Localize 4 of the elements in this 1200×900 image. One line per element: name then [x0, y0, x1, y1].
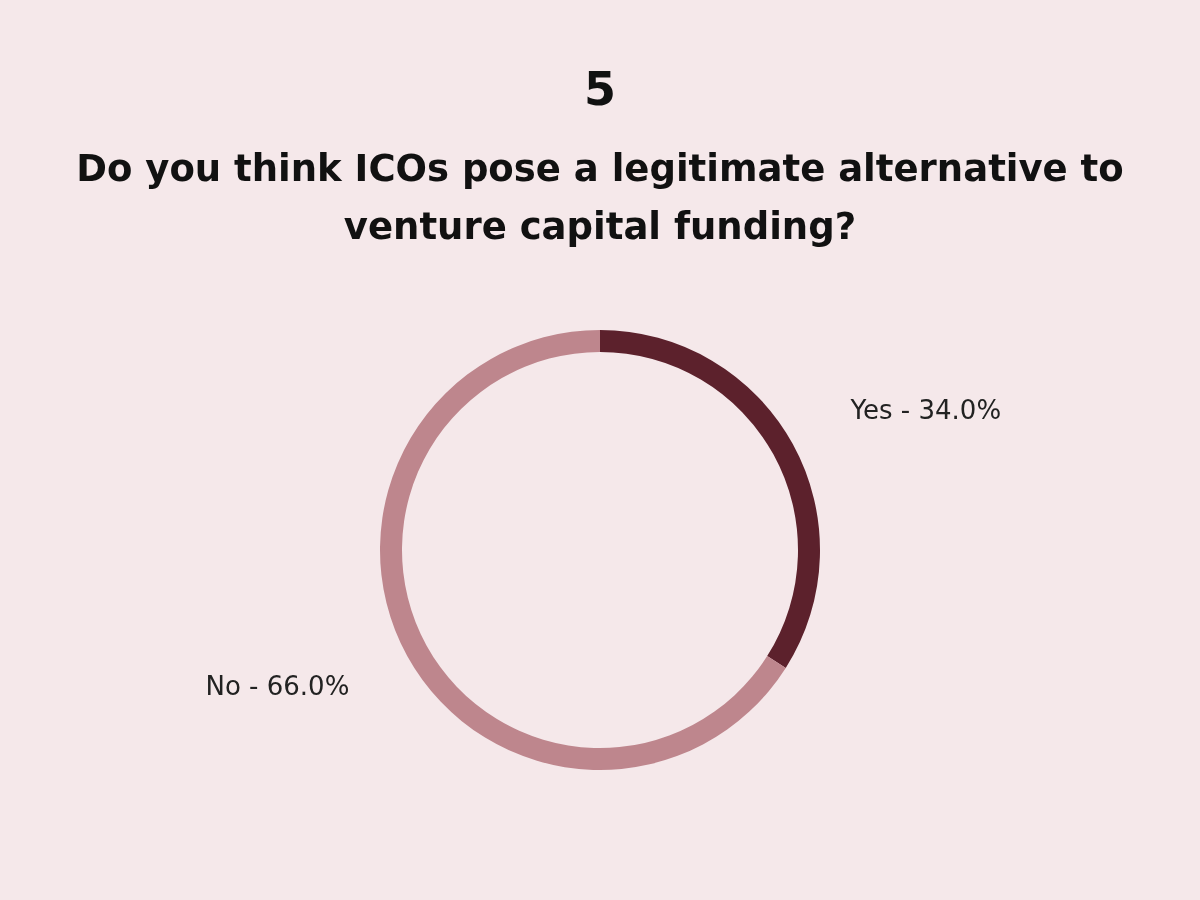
chart-title: 5 — [583, 62, 617, 116]
chart-subtitle: Do you think ICOs pose a legitimate alternative to venture capital funding? — [75, 146, 1125, 250]
slice-label: Yes - 34.0% — [849, 394, 1002, 425]
slice-label: No - 66.0% — [205, 670, 350, 701]
